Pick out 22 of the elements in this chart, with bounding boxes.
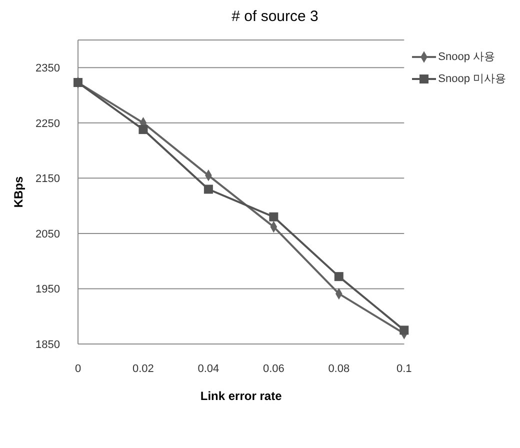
x-axis-title: Link error rate: [200, 389, 282, 403]
point: [269, 212, 278, 222]
x-tick-label: 0.08: [328, 362, 350, 375]
x-tick-label: 0.06: [262, 362, 284, 375]
point: [334, 272, 344, 282]
y-tick-label: 2150: [36, 173, 60, 186]
x-tick-label: 0.1: [396, 362, 412, 375]
chart-title: # of source 3: [230, 8, 320, 27]
point: [400, 326, 409, 335]
point: [138, 125, 148, 134]
legend-label: Snoop 미사용: [438, 72, 506, 87]
y-tick-label: 2050: [36, 228, 60, 240]
y-tick-label: 1850: [36, 338, 60, 351]
legend-label: Snoop 사용: [438, 50, 495, 65]
y-tick-label: 1950: [36, 284, 60, 296]
y-axis-title: KBps: [11, 176, 26, 208]
x-tick-label: 0.04: [198, 362, 220, 375]
y-tick-label: 2250: [36, 118, 60, 130]
point: [204, 184, 213, 194]
y-tick-label: 2350: [36, 62, 60, 75]
x-tick-label: 0.02: [132, 362, 154, 375]
x-tick-label: 0: [74, 362, 82, 375]
